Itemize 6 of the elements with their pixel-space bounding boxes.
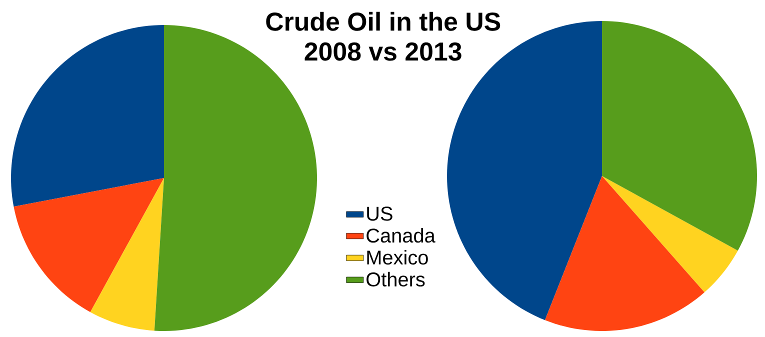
legend-label: Others xyxy=(366,272,425,287)
legend-label: Canada xyxy=(366,228,436,243)
legend-label: US xyxy=(367,206,392,221)
legend-label: Mexico xyxy=(367,250,428,265)
chart-title: Crude Oil in the US xyxy=(266,12,500,31)
text: 2008 vs 2013 xyxy=(304,42,462,61)
